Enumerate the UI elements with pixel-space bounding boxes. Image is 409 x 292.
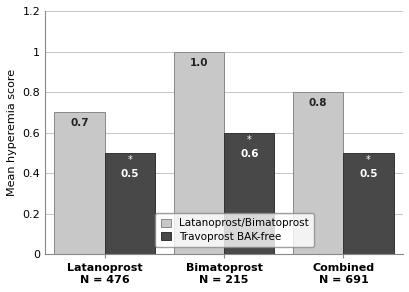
Text: 1.0: 1.0 — [189, 58, 208, 68]
Text: 0.5: 0.5 — [358, 169, 377, 179]
Y-axis label: Mean hyperemia score: Mean hyperemia score — [7, 69, 17, 196]
Bar — [292, 92, 343, 254]
Bar — [105, 153, 155, 254]
Bar — [224, 133, 274, 254]
Text: 0.6: 0.6 — [239, 149, 258, 159]
Text: 0.8: 0.8 — [308, 98, 327, 108]
Text: *: * — [365, 155, 370, 165]
Bar — [173, 51, 224, 254]
Text: *: * — [246, 135, 251, 145]
Legend: Latanoprost/Bimatoprost, Travoprost BAK-free: Latanoprost/Bimatoprost, Travoprost BAK-… — [155, 213, 314, 247]
Bar — [54, 112, 105, 254]
Bar — [343, 153, 393, 254]
Text: 0.5: 0.5 — [120, 169, 139, 179]
Text: *: * — [127, 155, 132, 165]
Text: 0.7: 0.7 — [70, 119, 89, 128]
